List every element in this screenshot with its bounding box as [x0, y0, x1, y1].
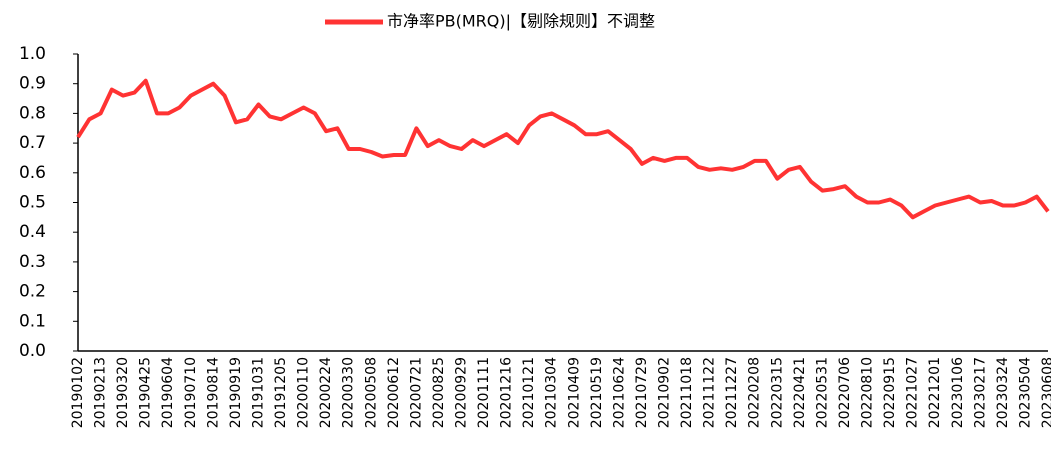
x-tick-label: 20210624	[611, 357, 627, 428]
x-tick-label: 20230217	[972, 357, 988, 428]
x-tick-label: 20190102	[70, 357, 86, 428]
x-tick-label: 20210121	[521, 357, 537, 428]
x-tick-label: 20230504	[1017, 357, 1033, 428]
x-tick-label: 20220706	[837, 357, 853, 428]
x-tick-label: 20190604	[160, 357, 176, 428]
y-tick-label: 0.4	[19, 222, 46, 242]
x-tick-label: 20190710	[183, 357, 199, 428]
x-tick-label: 20190213	[93, 357, 109, 428]
x-tick-label: 20190814	[205, 357, 221, 428]
x-tick-label: 20220208	[747, 357, 763, 428]
y-tick-label: 0.3	[19, 252, 46, 272]
x-tick-label: 20220915	[882, 357, 898, 428]
x-tick-label: 20220531	[814, 357, 830, 428]
y-tick-label: 0.2	[19, 282, 46, 302]
x-tick-label: 20211122	[702, 357, 718, 428]
x-tick-label: 20200330	[341, 357, 357, 428]
y-tick-label: 0.1	[19, 311, 46, 331]
x-tick-label: 20210902	[657, 357, 673, 428]
x-tick-label: 20201111	[476, 357, 492, 428]
x-tick-label: 20221201	[927, 357, 943, 428]
x-tick-label: 20210519	[589, 357, 605, 428]
x-tick-label: 20200721	[408, 357, 424, 428]
y-tick-label: 1.0	[19, 44, 46, 64]
x-tick-label: 20230106	[950, 357, 966, 428]
y-tick-label: 0.6	[19, 163, 46, 183]
x-tick-label: 20220315	[769, 357, 785, 428]
x-tick-label: 20190425	[138, 357, 154, 428]
x-tick-label: 20190320	[115, 357, 131, 428]
y-tick-label: 0.5	[19, 193, 46, 213]
x-tick-label: 20191205	[273, 357, 289, 428]
x-tick-label: 20220810	[860, 357, 876, 428]
x-tick-label: 20191031	[250, 357, 266, 428]
legend-label: 市净率PB(MRQ)|【剔除规则】不调整	[387, 12, 655, 31]
x-tick-label: 20211227	[724, 357, 740, 428]
x-tick-label: 20220421	[792, 357, 808, 428]
x-tick-label: 20210409	[566, 357, 582, 428]
x-tick-label: 20200612	[386, 357, 402, 428]
x-tick-label: 20200224	[318, 357, 334, 428]
x-tick-label: 20230324	[995, 357, 1011, 428]
x-tick-label: 20210729	[634, 357, 650, 428]
y-tick-label: 0.7	[19, 133, 46, 153]
x-tick-label: 20200110	[296, 357, 312, 428]
y-tick-label: 0.9	[19, 74, 46, 94]
x-tick-label: 20200929	[453, 357, 469, 428]
x-tick-label: 20201216	[499, 357, 515, 428]
line-series	[76, 78, 1050, 220]
x-tick-label: 20200825	[431, 357, 447, 428]
x-tick-label: 20221027	[905, 357, 921, 428]
x-tick-label: 20230608	[1040, 357, 1051, 428]
x-tick-label: 20200508	[363, 357, 379, 428]
x-tick-label: 20210304	[544, 357, 560, 428]
x-tick-label: 20190919	[228, 357, 244, 428]
y-tick-label: 0.8	[19, 103, 46, 123]
y-tick-label: 0.0	[19, 341, 46, 361]
x-tick-label: 20211018	[679, 357, 695, 428]
